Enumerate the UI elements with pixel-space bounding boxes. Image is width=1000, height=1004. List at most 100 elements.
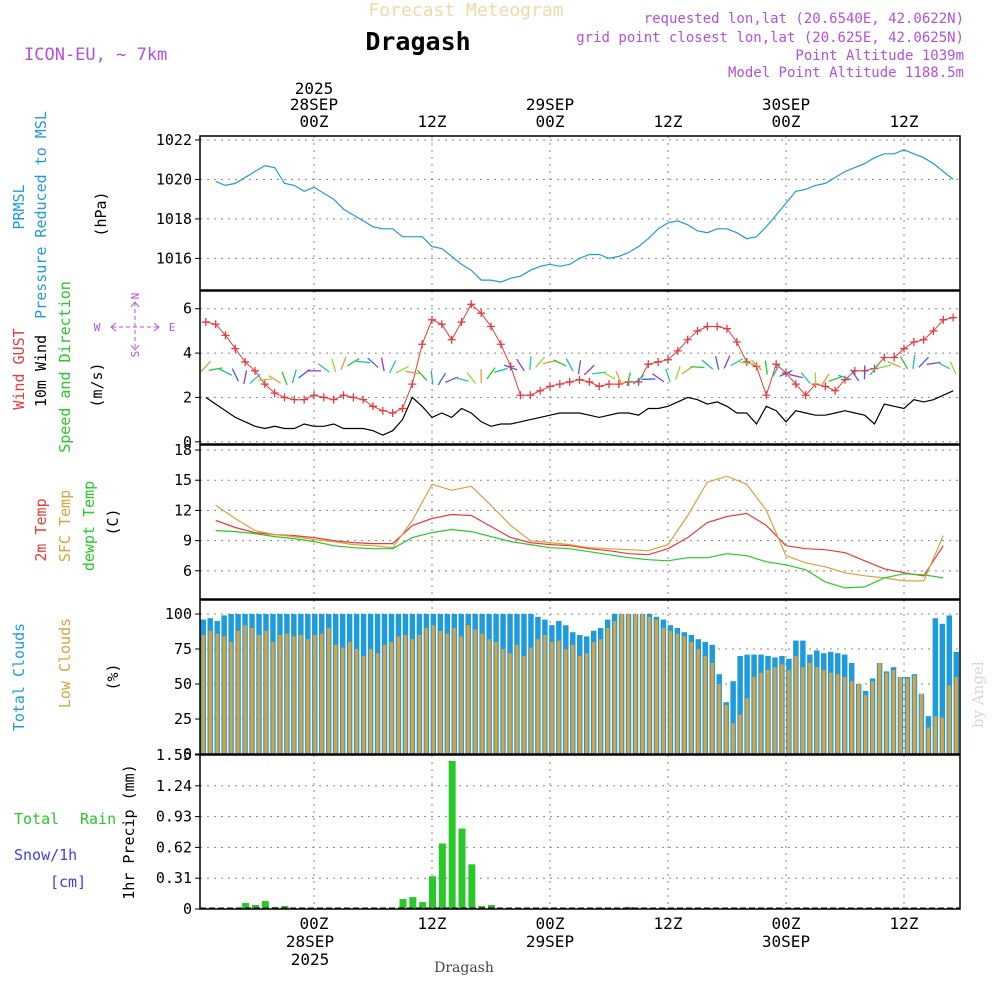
cloud-low-bar-17 [320, 634, 323, 754]
clouds-low-label: Low Clouds [56, 618, 74, 708]
wind-dir-arrow-27 [578, 360, 580, 374]
wind-gust-marker-24 [428, 316, 436, 324]
cloud-low-bar-58 [606, 628, 609, 754]
cloud-low-bar-71 [697, 649, 700, 754]
wind-gust-marker-52 [703, 322, 711, 330]
wind-gust-marker-47 [654, 358, 662, 366]
cloud-low-bar-39 [474, 629, 477, 754]
wind-gust-marker-10 [290, 396, 298, 404]
wind-unit: (m/s) [88, 362, 106, 407]
precip-cm-label: [cm] [50, 873, 86, 891]
wind-gust-marker-13 [320, 393, 328, 401]
cloud-low-bar-83 [780, 664, 783, 754]
footer-location: Dragash [434, 960, 494, 976]
wind-gust-marker-30 [487, 322, 495, 330]
cloud-low-bar-44 [508, 653, 511, 754]
cloud-low-bar-45 [515, 645, 518, 754]
wind-dir-arrow--6 [250, 374, 260, 383]
precip-rain-label: Rain [80, 810, 116, 828]
cloud-low-bar-29 [404, 635, 407, 754]
precip-bar-11 [459, 829, 466, 909]
wind-dir-arrow-61 [913, 355, 915, 369]
wind-dir-arrow-26 [566, 359, 573, 371]
cloud-low-bar-85 [794, 656, 797, 754]
top-hour-00z-1: 00Z [300, 112, 329, 131]
precip-bar-6 [409, 897, 416, 909]
cloud-low-bar-23 [362, 656, 365, 754]
wind-gust-marker-9 [281, 393, 289, 401]
wind-compass: N S W E [94, 293, 176, 358]
precip-panel: 00.310.620.931.241.55 [156, 746, 960, 918]
cloud-low-bar-73 [711, 663, 714, 754]
model-altitude: Model Point Altitude 1188.5m [728, 65, 964, 81]
grid-point-coords: grid point closest lon,lat (20.625E, 42.… [576, 30, 964, 46]
cloud-low-bar-43 [501, 649, 504, 754]
cloud-low-bar-67 [669, 631, 672, 754]
clouds-ytick-label-2: 50 [174, 675, 192, 693]
cloud-low-bar-102 [913, 676, 916, 754]
wind-dir-arrow-58 [878, 365, 892, 368]
cloud-low-bar-87 [808, 663, 811, 754]
cloud-low-bar-66 [662, 628, 665, 754]
cloud-low-bar-88 [815, 667, 818, 754]
wind-gust-marker-27 [458, 318, 466, 326]
cloud-low-bar-33 [432, 625, 435, 754]
cloud-low-bar-37 [460, 636, 463, 754]
cloud-low-bar-19 [334, 645, 337, 754]
cloud-low-bar-26 [383, 645, 386, 754]
cloud-low-bar-70 [690, 642, 693, 754]
wind-ytick-label-2: 4 [183, 344, 192, 362]
precip-snow-label: Snow/1h [14, 846, 77, 864]
wind-gust-marker-33 [517, 391, 525, 399]
wind-dir-arrow-64 [937, 362, 949, 369]
cloud-low-bar-99 [892, 670, 895, 754]
wind-dir-arrow-65 [950, 362, 956, 375]
precip-ytick-label-2: 0.62 [156, 838, 192, 856]
cloud-low-bar-8 [257, 635, 260, 754]
cloud-low-bar-32 [425, 628, 428, 754]
temp-2m-label: 2m Temp [32, 498, 50, 561]
cloud-low-bar-9 [264, 631, 267, 754]
cloud-low-bar-41 [487, 639, 490, 754]
cloud-low-bar-108 [955, 677, 958, 754]
cloud-low-bar-64 [648, 617, 651, 754]
cloud-low-bar-62 [634, 614, 637, 754]
cloud-low-bar-61 [627, 614, 630, 754]
cloud-low-bar-42 [494, 642, 497, 754]
wind-gust-marker-73 [910, 338, 918, 346]
cloud-low-bar-48 [536, 639, 539, 754]
point-altitude: Point Altitude 1039m [795, 48, 964, 64]
cloud-low-bar-93 [850, 681, 853, 754]
pressure-label-prmsl: PRMSL [10, 184, 28, 229]
wind-dir-arrow-53 [829, 377, 842, 382]
cloud-low-bar-100 [899, 677, 902, 754]
cloud-low-bar-84 [787, 670, 790, 754]
cloud-low-bar-98 [885, 673, 888, 754]
wind-gust-marker-54 [723, 325, 731, 333]
cloud-low-bar-49 [543, 635, 546, 754]
wind-dir-arrow-25 [553, 360, 566, 366]
bottom-year: 2025 [291, 950, 330, 969]
temp-dewpt-line [216, 530, 944, 588]
wind-dir-arrow-12 [431, 371, 432, 385]
cloud-low-bar-35 [446, 634, 449, 754]
top-hour-12z-2: 12Z [654, 112, 683, 131]
cloud-low-bar-91 [836, 674, 839, 754]
wind-dir-arrow-10 [405, 371, 419, 373]
cloud-low-bar-51 [557, 641, 560, 754]
cloud-low-bar-18 [327, 628, 330, 754]
wind-dir-arrow-13 [438, 373, 445, 385]
watermark: by Angel [969, 661, 987, 728]
precip-bar-12 [468, 864, 475, 909]
wind-dir-arrow-11 [417, 370, 427, 380]
wind-gust-marker-25 [438, 320, 446, 328]
wind-gust-marker-16 [349, 393, 357, 401]
wind-dir-arrow-16 [467, 373, 476, 384]
wind-dir-arrow-18 [487, 368, 495, 379]
cloud-low-bar-38 [467, 625, 470, 754]
wind-gust-label: Wind GUST [10, 328, 28, 409]
cloud-low-bar-6 [243, 625, 246, 754]
top-hour-00z-2: 00Z [536, 112, 565, 131]
wind-gust-marker-40 [585, 378, 593, 386]
